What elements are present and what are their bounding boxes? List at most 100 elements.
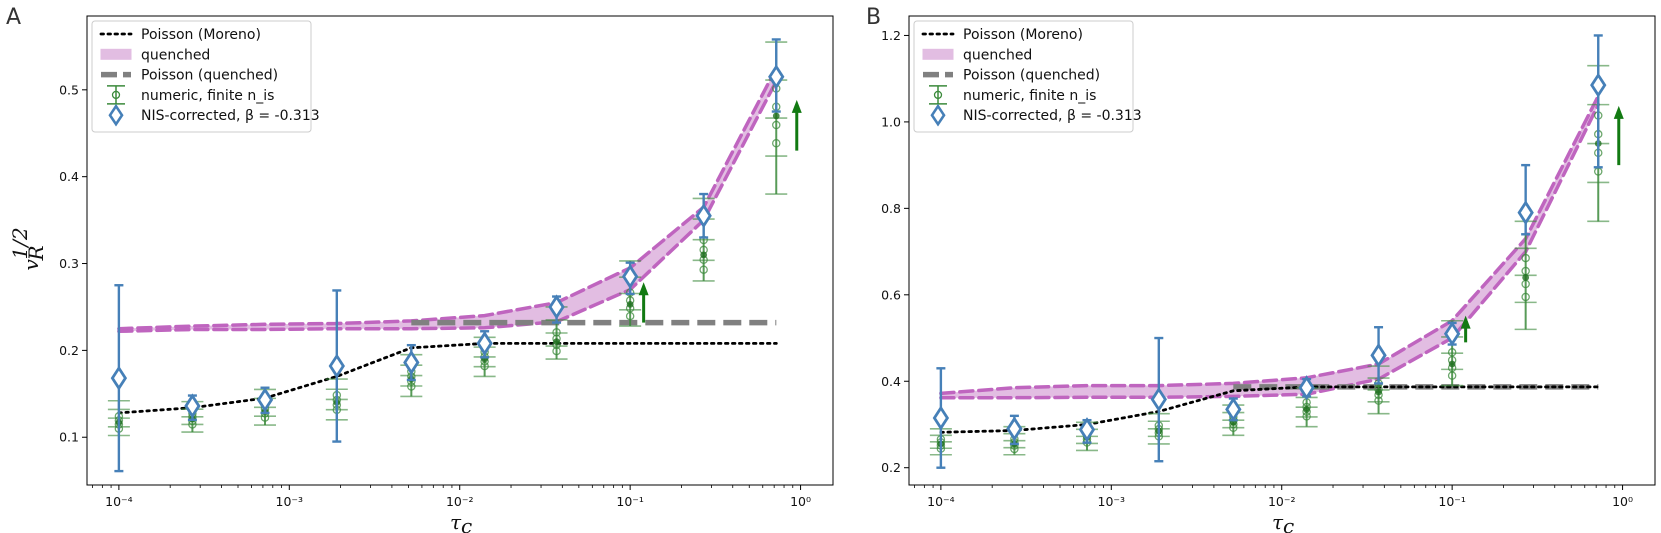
numeric-marker: [772, 138, 781, 148]
x-tick-label: 10⁻³: [1098, 494, 1126, 509]
arrow-head: [1460, 315, 1471, 329]
nis-point: [1443, 321, 1461, 347]
nis-point: [184, 393, 201, 422]
legend-handle: [922, 48, 954, 60]
quenched-band-lower-edge: [117, 79, 779, 334]
numeric-marker: [552, 346, 561, 356]
nis-point: [548, 294, 565, 324]
legend-label: Poisson (Moreno): [963, 27, 1083, 43]
poisson-moreno-line: [939, 385, 1600, 434]
nis-diamond-marker: [1443, 321, 1461, 347]
arrow-head: [1613, 105, 1624, 119]
plot-area: [107, 38, 802, 473]
nis-diamond-marker: [476, 330, 493, 357]
numeric-marker: [699, 265, 708, 274]
nis-diamond-marker: [1517, 200, 1534, 226]
nis-point: [1517, 163, 1534, 236]
nis-diamond-marker: [621, 263, 639, 290]
arrow: [1460, 315, 1471, 343]
numeric-marker: [700, 251, 708, 259]
nis-point: [1006, 414, 1023, 446]
nis-point: [476, 330, 493, 359]
numeric-marker: [1447, 348, 1457, 357]
legend-box: [913, 20, 1134, 133]
panel-a: A 0.1 0.2 0.3 0.4 0.5 10⁻⁴ 10⁻³ 10⁻² 10⁻¹ 10⁰ τ c vR1…: [6, 5, 834, 533]
nis-diamond-marker: [403, 349, 420, 376]
legend-handle: [100, 48, 132, 60]
quenched-band: [940, 96, 1599, 398]
legend-label: Poisson (quenched): [963, 68, 1100, 84]
numeric-marker: [1522, 274, 1530, 281]
nis-diamond-marker: [1590, 72, 1607, 98]
y-tick-label: 0.2: [59, 343, 79, 358]
x-tick-label: 10⁻⁴: [927, 494, 955, 509]
numeric-marker: [1375, 388, 1382, 396]
nis-point: [1225, 396, 1242, 422]
nis-point: [110, 284, 128, 473]
y-tick-label: 0.6: [881, 287, 901, 302]
nis-diamond-marker: [184, 393, 201, 419]
y-tick-label: 0.2: [881, 460, 901, 475]
numeric-marker: [1521, 292, 1530, 302]
nis-point: [256, 386, 274, 415]
numeric-marker: [626, 300, 634, 308]
nis-diamond-marker: [1370, 342, 1387, 368]
nis-diamond-marker: [1150, 386, 1167, 412]
y-tick-label: 0.4: [59, 169, 79, 184]
y-axis-label: vR1/2: [8, 227, 48, 270]
nis-diamond-marker: [1225, 396, 1242, 422]
x-tick-label: 10⁻¹: [616, 494, 644, 509]
y-tick-label: 0.5: [59, 82, 79, 97]
legend-poisson-moreno: Poisson (Moreno): [99, 27, 261, 43]
legend-handle: [933, 90, 943, 100]
nis-diamond-marker: [1006, 416, 1023, 442]
legend: Poisson (Moreno) quenched Poisson (quenche…: [913, 20, 1142, 133]
y-tick-label: 0.1: [59, 430, 79, 445]
arrow: [638, 282, 649, 323]
numeric-marker: [1448, 360, 1456, 368]
nis-point: [1078, 417, 1096, 444]
y-axis-label-sup: 1/2: [8, 227, 32, 259]
legend-label: quenched: [141, 47, 210, 63]
nis-point: [1298, 375, 1315, 401]
panel-label: B: [866, 5, 881, 30]
legend-label: Poisson (quenched): [141, 68, 278, 84]
legend-label: numeric, finite n_is: [141, 88, 274, 104]
legend-label: NIS-corrected, β = -0.313: [963, 108, 1142, 124]
legend-poisson-moreno: Poisson (Moreno): [921, 27, 1083, 43]
nis-diamond-marker: [932, 405, 950, 431]
x-axis-label-sub: c: [461, 514, 472, 533]
legend-numeric: numeric, finite n_is: [107, 85, 274, 105]
plot-area: [929, 34, 1624, 469]
poisson-moreno-line: [117, 341, 778, 415]
legend: Poisson (Moreno) quenched Poisson (quenche…: [91, 20, 320, 133]
nis-diamond-marker: [1078, 417, 1096, 443]
legend-handle: [930, 103, 946, 127]
nis-point: [1150, 336, 1167, 463]
x-axis-label: τ: [450, 510, 462, 533]
panel-b: B 0.2 0.4 0.6 0.8 1.0 1.2 10⁻⁴ 10⁻³ 10⁻² 10⁻¹ 10⁰ τ c…: [866, 5, 1656, 533]
x-tick-label: 10⁻²: [446, 494, 474, 509]
numeric-marker: [480, 361, 489, 371]
legend-label: NIS-corrected, β = -0.313: [141, 108, 320, 124]
nis-diamond-marker: [110, 365, 128, 391]
numeric-marker: [772, 120, 781, 130]
numeric-marker: [552, 328, 561, 337]
nis-point: [1370, 326, 1387, 385]
x-axis-label-sub: c: [1283, 514, 1294, 533]
y-tick-label: 1.2: [881, 28, 901, 43]
legend-poisson-quenched: Poisson (quenched): [923, 68, 1100, 84]
nis-diamond-marker: [1298, 375, 1315, 401]
legend-label: numeric, finite n_is: [963, 88, 1096, 104]
legend-poisson-quenched: Poisson (quenched): [101, 68, 278, 84]
y-tick-label: 0.8: [881, 201, 901, 216]
quenched-band-upper-edge: [117, 66, 779, 331]
legend-quenched: quenched: [922, 47, 1032, 63]
nis-diamond-marker: [328, 353, 345, 379]
y-axis-label-sub: R: [24, 245, 48, 261]
numeric-marker: [1374, 396, 1383, 405]
nis-point: [403, 343, 420, 382]
nis-diamond-marker: [695, 203, 712, 229]
nis-point: [1590, 34, 1607, 169]
